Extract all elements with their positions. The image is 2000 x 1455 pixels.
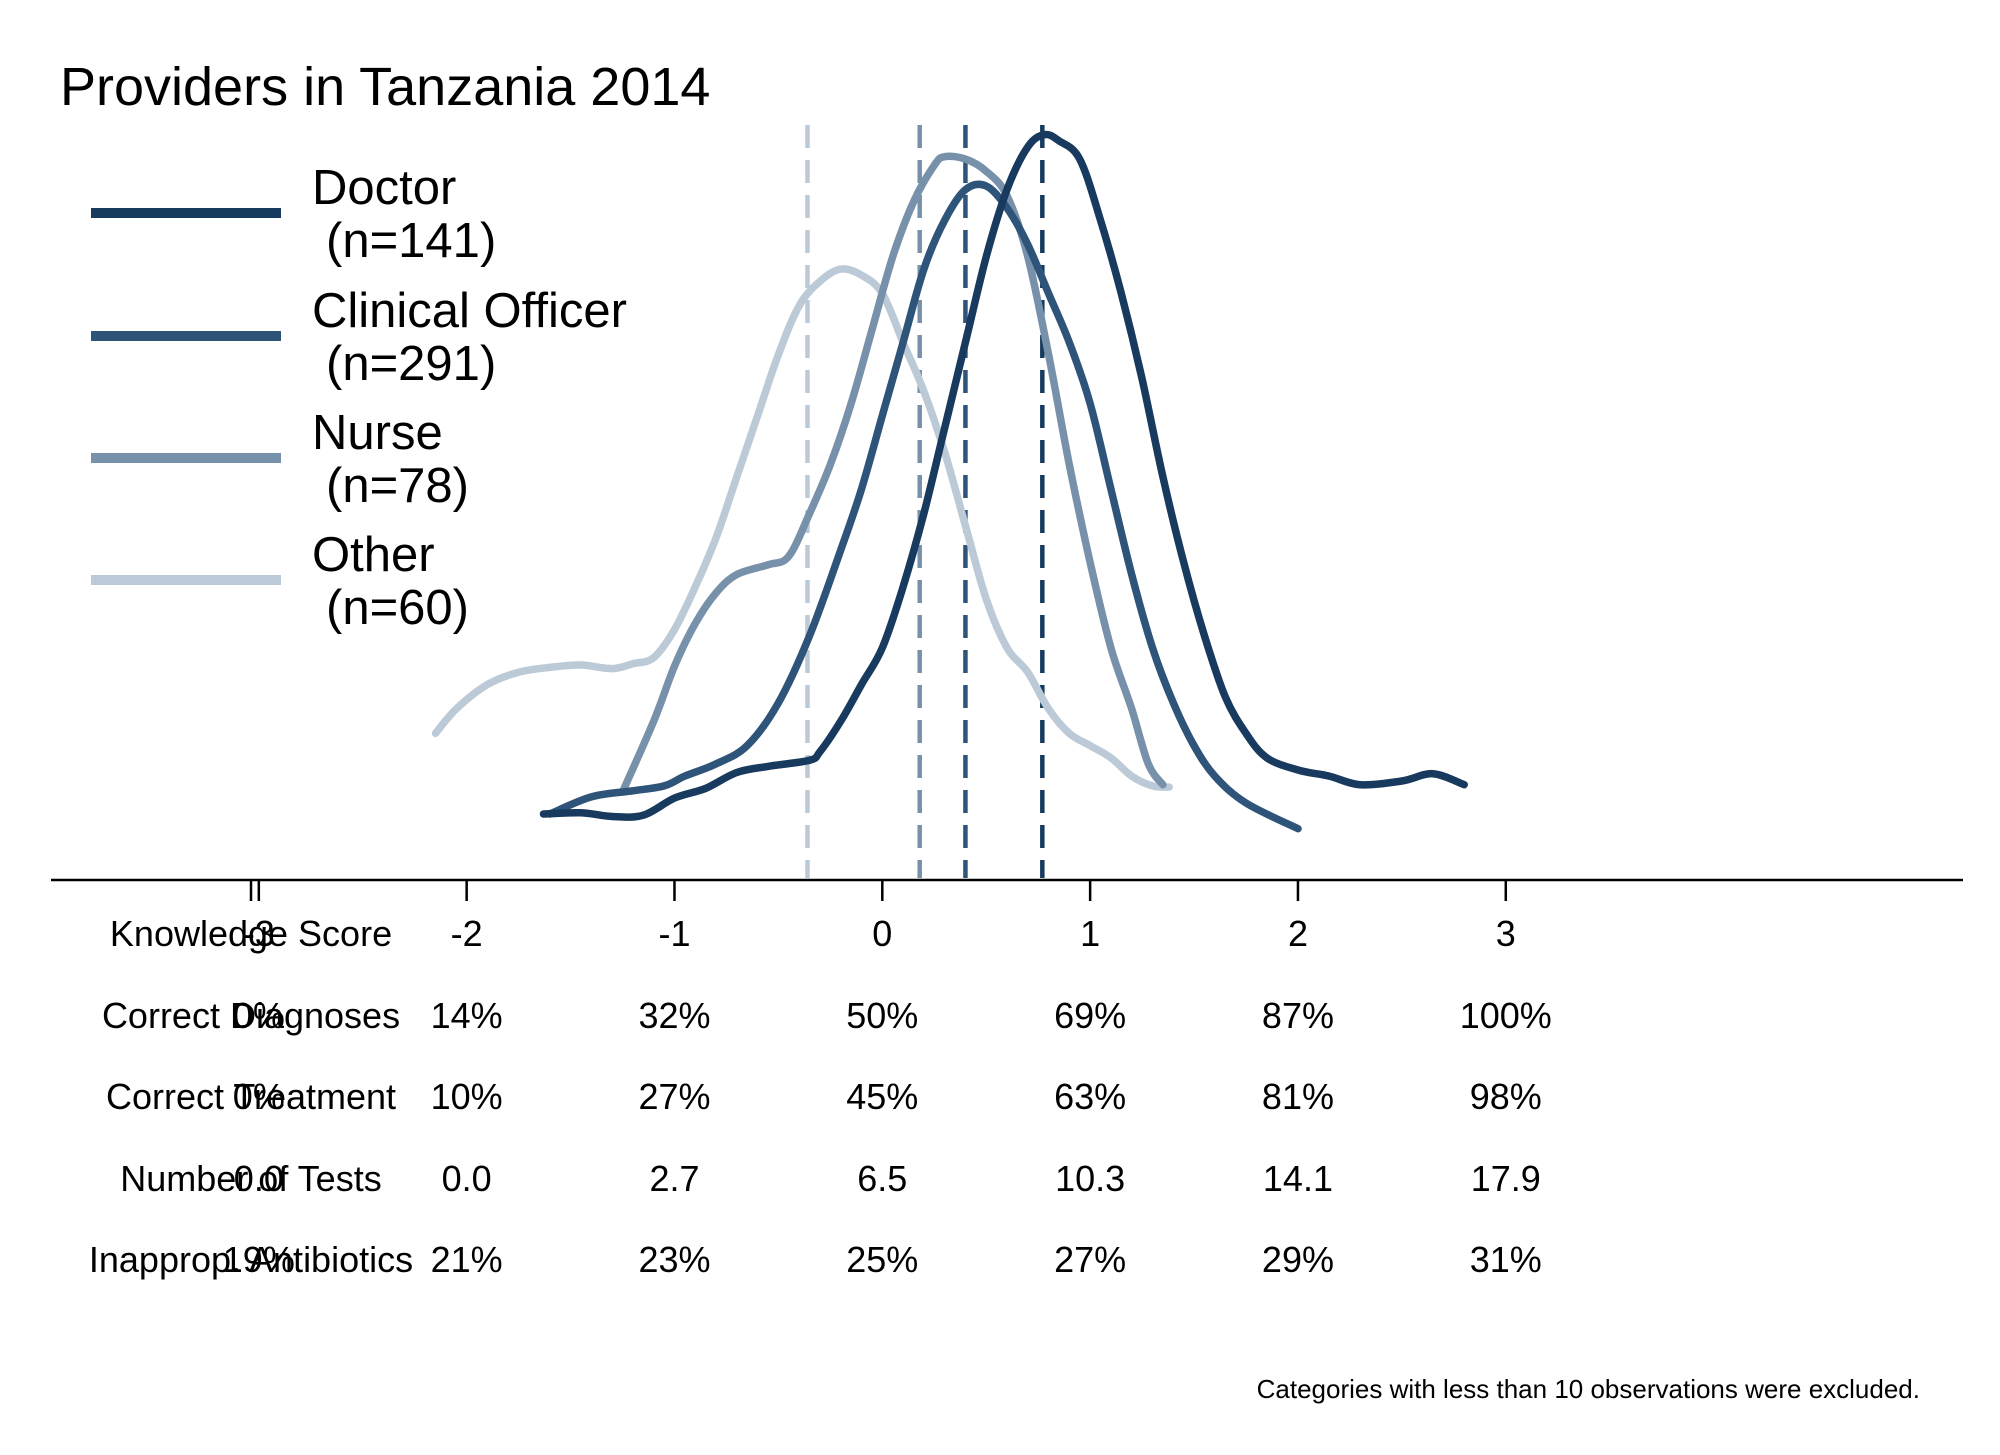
table-cell: 0% <box>233 1076 285 1117</box>
x-tick-label: -2 <box>451 913 483 954</box>
table-cell: 81% <box>1262 1076 1334 1117</box>
table-cell: 50% <box>846 995 918 1036</box>
table-cell: 17.9 <box>1471 1158 1541 1199</box>
table-cell: 23% <box>638 1239 710 1280</box>
table-cell: 31% <box>1470 1239 1542 1280</box>
density-curve-clinical <box>546 180 1302 833</box>
legend-item-nurse: Nurse(n=78) <box>91 406 469 513</box>
mean-lines <box>805 125 1045 878</box>
legend-label-nurse: Nurse <box>312 406 443 460</box>
x-tick-label: 2 <box>1288 913 1308 954</box>
table-cell: 100% <box>1460 995 1552 1036</box>
table-cell: 14.1 <box>1263 1158 1333 1199</box>
table-cell: 25% <box>846 1239 918 1280</box>
table-cell: 2.7 <box>649 1158 699 1199</box>
table-cell: 32% <box>638 995 710 1036</box>
x-tick-label: 1 <box>1080 913 1100 954</box>
x-tick-label: -3 <box>243 913 275 954</box>
legend-label-clinical: Clinical Officer <box>312 284 627 338</box>
density-curves <box>431 130 1468 833</box>
legend-count-nurse: (n=78) <box>326 459 469 513</box>
table-cell: 0.0 <box>442 1158 492 1199</box>
legend-label-other: Other <box>312 528 435 582</box>
density-curve-doctor <box>539 130 1468 821</box>
table-cell: 14% <box>431 995 503 1036</box>
table-cell: 0% <box>233 995 285 1036</box>
table-cell: 6.5 <box>857 1158 907 1199</box>
legend-count-other: (n=60) <box>326 581 469 635</box>
legend-count-clinical: (n=291) <box>326 337 496 391</box>
table-cell: 87% <box>1262 995 1334 1036</box>
x-tick-label: -1 <box>658 913 690 954</box>
density-curve-other <box>431 265 1173 791</box>
x-axis <box>51 878 1963 901</box>
legend-item-other: Other(n=60) <box>91 528 469 635</box>
table-cell: 27% <box>638 1076 710 1117</box>
table-row-label: Correct Diagnoses <box>102 995 400 1036</box>
legend-label-doctor: Doctor <box>312 161 456 215</box>
x-tick-label: 3 <box>1496 913 1516 954</box>
table-cell: 0.0 <box>234 1158 284 1199</box>
x-tick-label: 0 <box>872 913 892 954</box>
table-cell: 69% <box>1054 995 1126 1036</box>
table-cell: 63% <box>1054 1076 1126 1117</box>
footnote: Categories with less than 10 observation… <box>1257 1374 1920 1404</box>
table-row-label: Correct Treatment <box>106 1076 396 1117</box>
table-cell: 27% <box>1054 1239 1126 1280</box>
legend-count-doctor: (n=141) <box>326 214 496 268</box>
table-cell: 19% <box>223 1239 295 1280</box>
legend-item-clinical: Clinical Officer(n=291) <box>91 284 627 391</box>
table-row-label: Number of Tests <box>120 1158 381 1199</box>
table-cell: 45% <box>846 1076 918 1117</box>
table-cell: 29% <box>1262 1239 1334 1280</box>
legend-item-doctor: Doctor(n=141) <box>91 161 496 268</box>
table-cell: 10% <box>431 1076 503 1117</box>
table-cell: 98% <box>1470 1076 1542 1117</box>
chart-title: Providers in Tanzania 2014 <box>60 57 710 117</box>
table-cell: 10.3 <box>1055 1158 1125 1199</box>
table-header-label: Knowledge Score <box>110 913 392 954</box>
table-cell: 21% <box>431 1239 503 1280</box>
table-row-label: Inapprop. Antibiotics <box>89 1239 413 1280</box>
density-curve-nurse <box>618 152 1167 796</box>
legend: Doctor(n=141) Clinical Officer(n=291) Nurs… <box>91 161 627 635</box>
score-table: Knowledge Score-3 -2 -1 0 1 2 3 Correct Diagnos… <box>89 913 1552 1280</box>
